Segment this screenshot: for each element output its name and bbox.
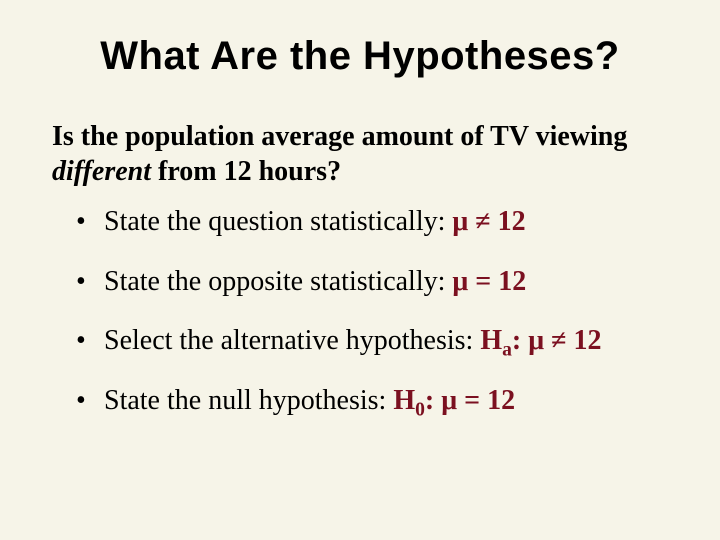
question-post: from 12 hours?	[151, 156, 341, 187]
list-item: State the null hypothesis: H0: μ = 12	[76, 384, 672, 418]
value: 12	[498, 266, 526, 297]
relation: =	[457, 385, 487, 416]
list-item: State the question statistically: μ ≠ 12	[76, 205, 672, 239]
value: 12	[574, 325, 602, 356]
list-item: Select the alternative hypothesis: Ha: μ…	[76, 324, 672, 358]
relation: =	[468, 266, 498, 297]
question-pre: Is the population average amount of TV v…	[52, 121, 627, 152]
mu-symbol: μ	[452, 206, 468, 237]
slide-question: Is the population average amount of TV v…	[52, 119, 672, 189]
h-post: :	[512, 325, 528, 356]
h-sub: 0	[415, 399, 425, 420]
mu-symbol: μ	[441, 385, 457, 416]
relation: ≠	[468, 206, 497, 237]
h-sub: a	[502, 340, 512, 361]
slide: What Are the Hypotheses? Is the populati…	[0, 0, 720, 540]
bullet-list: State the question statistically: μ ≠ 12…	[48, 205, 672, 417]
h-post: :	[425, 385, 441, 416]
bullet-formula: μ = 12	[452, 266, 526, 297]
list-item: State the opposite statistically: μ = 12	[76, 265, 672, 299]
mu-symbol: μ	[452, 266, 468, 297]
mu-symbol: μ	[528, 325, 544, 356]
value: 12	[487, 385, 515, 416]
value: 12	[498, 206, 526, 237]
relation: ≠	[544, 325, 573, 356]
question-emph: different	[52, 156, 151, 187]
bullet-lead: Select the alternative hypothesis:	[104, 325, 480, 356]
bullet-formula: H0: μ = 12	[393, 385, 515, 416]
bullet-lead: State the opposite statistically:	[104, 266, 452, 297]
slide-title: What Are the Hypotheses?	[48, 34, 672, 79]
h-label: H	[480, 325, 502, 356]
bullet-formula: μ ≠ 12	[452, 206, 525, 237]
h-label: H	[393, 385, 415, 416]
bullet-lead: State the question statistically:	[104, 206, 452, 237]
bullet-formula: Ha: μ ≠ 12	[480, 325, 601, 356]
bullet-lead: State the null hypothesis:	[104, 385, 393, 416]
